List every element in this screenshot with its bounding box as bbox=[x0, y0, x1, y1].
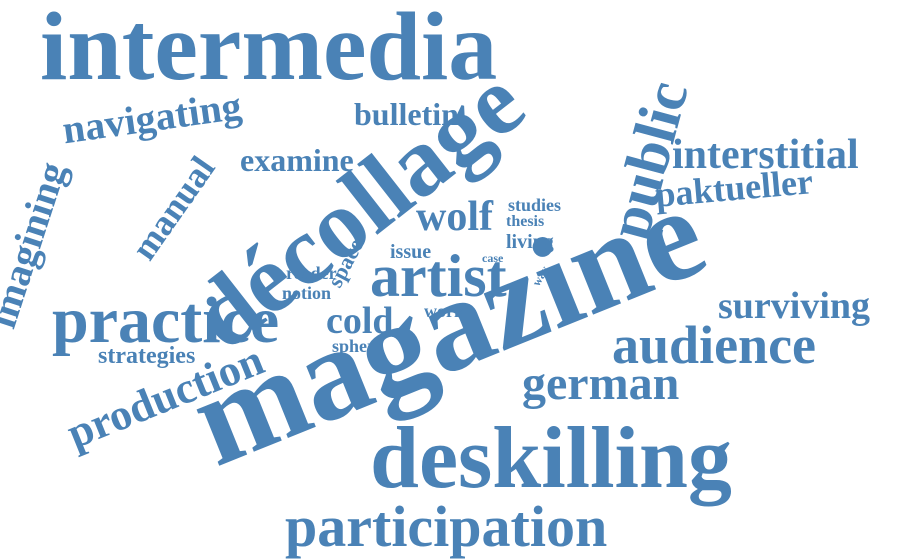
word-strategies: strategies bbox=[98, 343, 196, 369]
word-intermedia: intermedia bbox=[40, 0, 498, 101]
word-cold: cold bbox=[326, 300, 394, 342]
word-notion: notion bbox=[282, 283, 332, 303]
word-artist: artist bbox=[370, 243, 507, 309]
word-bulletin: bulletin bbox=[354, 96, 459, 132]
word-reader: reader bbox=[286, 263, 337, 283]
word-case: case bbox=[482, 251, 504, 265]
word-issue: issue bbox=[390, 241, 432, 263]
word-examine: examine bbox=[240, 142, 354, 178]
word-audience: audience bbox=[612, 315, 817, 375]
word-practice: practice bbox=[52, 284, 280, 357]
word-work: work bbox=[424, 301, 464, 321]
word-sphere: sphere bbox=[332, 336, 383, 356]
word-living: living bbox=[506, 231, 554, 253]
word-deskilling: deskilling bbox=[370, 410, 732, 507]
word-german: german bbox=[522, 357, 680, 410]
word-wolf: wolf bbox=[416, 194, 493, 240]
word-manual: manual bbox=[123, 148, 223, 268]
word-interstitial: interstitial bbox=[672, 132, 859, 178]
word-surviving: surviving bbox=[718, 285, 871, 327]
word-participation: participation bbox=[285, 494, 608, 559]
word-studies: studies bbox=[508, 195, 562, 215]
word-thesis: thesis bbox=[506, 213, 545, 230]
